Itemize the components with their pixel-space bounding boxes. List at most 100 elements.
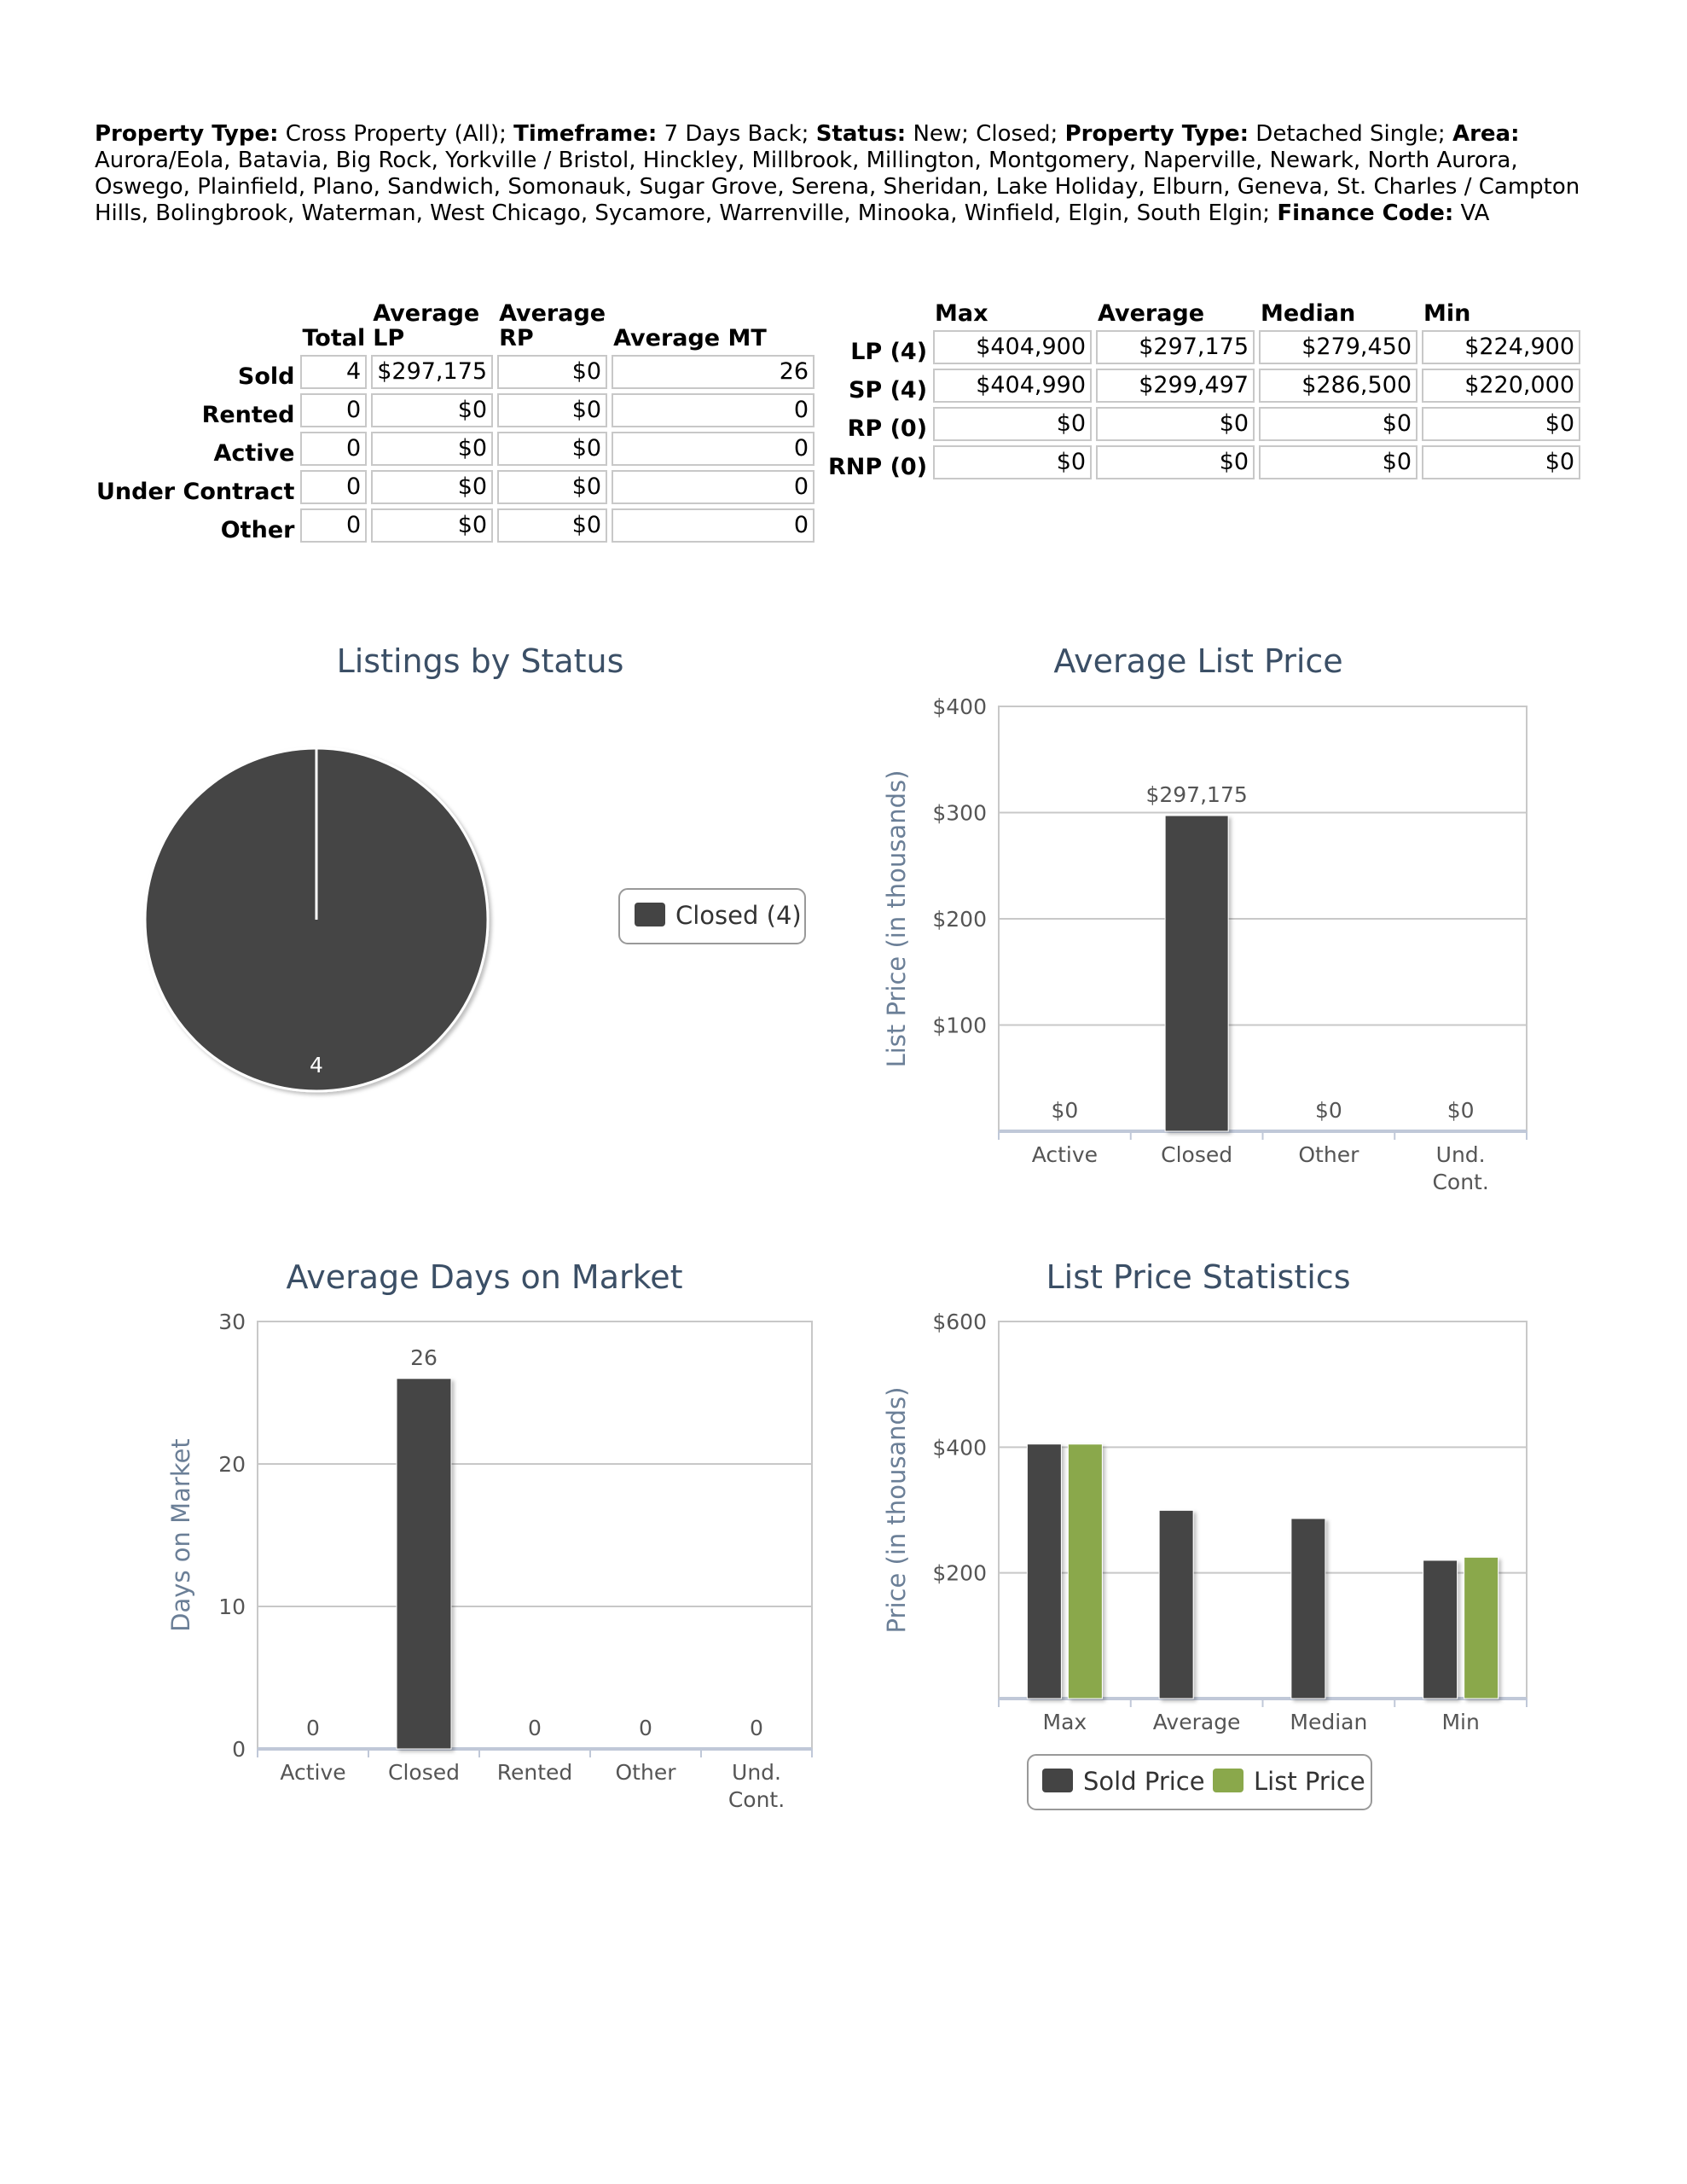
table-cell: 0	[300, 470, 368, 504]
header-median: Median	[1261, 300, 1356, 327]
legend-swatch	[635, 903, 665, 926]
data-label: $0	[1315, 1098, 1342, 1123]
table-row: RP (0) $0 $0 $0 $0	[826, 407, 1581, 441]
legend-swatch-list-price	[1213, 1769, 1244, 1792]
table-row: LP (4) $404,900 $297,175 $279,450 $224,900	[826, 330, 1581, 365]
row-label: Active	[213, 440, 295, 467]
row-label: LP (4)	[850, 339, 928, 365]
table-cell: 0	[300, 432, 368, 466]
legend-swatch-sold-price	[1042, 1769, 1073, 1792]
y-tick-label: $200	[932, 1561, 987, 1586]
y-axis-title: Price (in thousands)	[882, 1387, 911, 1634]
data-label: 0	[750, 1716, 763, 1740]
legend-label-list-price: List Price	[1254, 1767, 1365, 1796]
table-cell: $299,497	[1096, 369, 1255, 403]
criteria-label: Finance Code:	[1277, 200, 1454, 226]
table-cell: $0	[1422, 407, 1581, 441]
criteria-value: New; Closed;	[906, 121, 1065, 147]
criteria-value: VA	[1453, 200, 1490, 226]
criteria-label: Property Type:	[1064, 121, 1249, 147]
table-row: SP (4) $404,990 $299,497 $286,500 $220,000	[826, 369, 1581, 404]
table-cell: $0	[497, 393, 608, 427]
table-cell: $0	[933, 407, 1093, 441]
data-label: 26	[410, 1345, 438, 1370]
header-total: Total	[302, 325, 366, 351]
criteria-value: 7 Days Back;	[657, 121, 816, 147]
data-label: 0	[639, 1716, 652, 1740]
table-cell: $297,175	[371, 355, 494, 389]
table-cell: $286,500	[1259, 369, 1418, 403]
table-cell: $220,000	[1422, 369, 1581, 403]
y-tick-label: 0	[232, 1737, 246, 1762]
table-cell: 0	[612, 508, 815, 543]
y-tick-label: 10	[218, 1594, 246, 1619]
average-list-price-chart: Average List Price $100 $200 $300 $400 Active…	[882, 642, 1528, 1194]
table-cell: $0	[371, 508, 494, 543]
chart-title: Average List Price	[1053, 642, 1342, 680]
average-days-on-market-chart: Average Days on Market 0 10 20 30 Active Close…	[166, 1258, 813, 1812]
y-tick-label: 20	[218, 1452, 246, 1477]
y-axis-title: List Price (in thousands)	[882, 770, 911, 1068]
x-tick-label: Closed	[388, 1760, 460, 1785]
data-label: 0	[528, 1716, 542, 1740]
criteria-value: Detached Single;	[1249, 121, 1452, 147]
row-label: SP (4)	[848, 377, 928, 404]
bar-sold-price	[1423, 1560, 1458, 1699]
price-table-header-row: Max Average Median Min	[826, 301, 1580, 326]
table-cell: $279,450	[1259, 330, 1418, 364]
header-average-lp: Average LP	[373, 300, 480, 351]
header-max: Max	[935, 300, 988, 327]
table-cell: $0	[1259, 445, 1418, 479]
table-cell: $0	[497, 355, 608, 389]
table-cell: 0	[300, 393, 368, 427]
bar-list-price	[1067, 1443, 1103, 1699]
table-row: Rented 0 $0 $0 0	[95, 393, 815, 427]
bar-sold-price	[1026, 1443, 1062, 1699]
table-cell: $0	[1096, 407, 1255, 441]
table-cell: 4	[300, 355, 368, 389]
x-tick-label: Median	[1290, 1710, 1367, 1734]
header-average-mt: Average MT	[613, 325, 767, 351]
table-row: RNP (0) $0 $0 $0 $0	[826, 445, 1581, 479]
table-cell: $0	[497, 470, 608, 504]
x-tick-label: Und. Cont.	[1432, 1142, 1488, 1194]
x-tick-label: Rented	[497, 1760, 573, 1785]
table-cell: 26	[612, 355, 815, 389]
table-cell: $297,175	[1096, 330, 1255, 364]
table-cell: $404,900	[933, 330, 1093, 364]
y-tick-label: $100	[932, 1014, 987, 1038]
list-price-statistics-chart: List Price Statistics $200 $400 $600 Max Aver…	[882, 1258, 1528, 1810]
criteria-label: Timeframe:	[513, 121, 658, 147]
bar-sold-price	[1158, 1509, 1194, 1699]
y-axis-title: Days on Market	[166, 1438, 195, 1632]
y-tick-label: 30	[218, 1310, 246, 1334]
x-tick-label: Min	[1441, 1710, 1479, 1734]
criteria-value: Aurora/Eola, Batavia, Big Rock, Yorkvill…	[95, 148, 1580, 226]
x-tick-label: Closed	[1161, 1142, 1232, 1167]
table-cell: $404,990	[933, 369, 1093, 403]
table-cell: $224,900	[1422, 330, 1581, 364]
table-row: Under Contract 0 $0 $0 0	[95, 470, 815, 504]
table-cell: $0	[371, 432, 494, 466]
y-tick-label: $600	[932, 1310, 987, 1334]
header-average-rp: Average RP	[499, 300, 606, 351]
x-tick-label: Other	[1298, 1142, 1359, 1167]
table-cell: $0	[1259, 407, 1418, 441]
x-tick-label: Active	[1032, 1142, 1098, 1167]
table-cell: 0	[300, 508, 368, 543]
y-tick-label: $400	[932, 694, 987, 719]
table-cell: $0	[1422, 445, 1581, 479]
bar	[1164, 815, 1229, 1132]
table-cell: 0	[612, 470, 815, 504]
table-row: Sold 4 $297,175 $0 26	[95, 355, 815, 389]
x-tick-label-line: Und.	[1436, 1142, 1486, 1167]
data-label: 4	[310, 1053, 323, 1077]
search-criteria: Property Type: Cross Property (All); Tim…	[95, 121, 1596, 227]
plot-area	[257, 1321, 813, 1750]
table-cell: 0	[612, 393, 815, 427]
x-tick-label-line: Cont.	[728, 1787, 785, 1812]
table-row: Active 0 $0 $0 0	[95, 432, 815, 466]
bar-sold-price	[1290, 1518, 1326, 1699]
data-label: $297,175	[1145, 782, 1247, 807]
